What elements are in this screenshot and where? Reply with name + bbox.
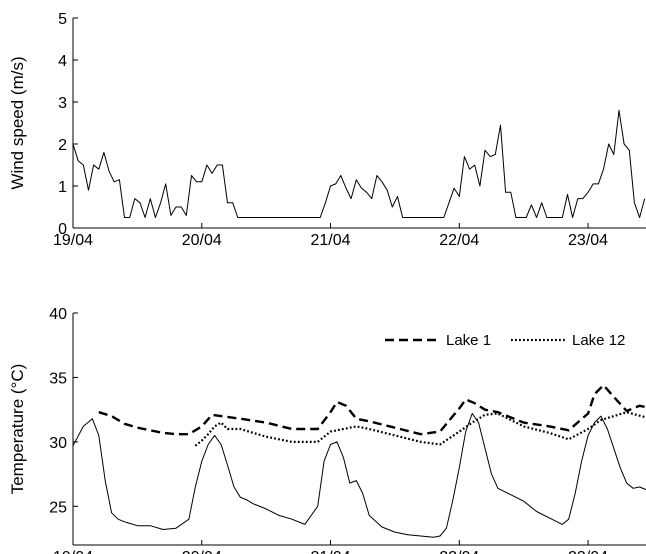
- chart2-x-tick-label: 20/04: [182, 549, 222, 554]
- chart1-y-tick-label: 2: [58, 137, 67, 154]
- chart1-x-tick-label: 21/04: [311, 232, 351, 249]
- chart1-x-tick-label: 20/04: [182, 232, 222, 249]
- chart2-x-tick-label: 21/04: [311, 549, 351, 554]
- chart1-y-tick-label: 0: [58, 221, 67, 238]
- chart2-series-lake-12-line: [194, 411, 646, 447]
- legend-label-1: Lake 1: [446, 332, 491, 349]
- chart1-x-tick-label: 19/04: [53, 232, 93, 249]
- chart2-y-tick-label: 30: [49, 435, 67, 452]
- legend-label-2: Lake 12: [572, 332, 625, 349]
- chart2-y-tick-label: 35: [49, 370, 67, 387]
- chart2-x-tick-label: 22/04: [439, 549, 479, 554]
- chart1-plot: 0 1 2 3 4 5 19/04 20/04 21/04 22/04 23/04 Wind spee…: [8, 11, 646, 249]
- chart1-x-tick-label: 23/04: [568, 232, 608, 249]
- chart2-y-tick-label: 40: [49, 306, 67, 323]
- chart1-y-tick-label: 1: [58, 179, 67, 196]
- chart2-x-tick-label: 23/04: [568, 549, 608, 554]
- chart1-y-tick-label: 3: [58, 95, 67, 112]
- chart1-x-tick-label: 22/04: [439, 232, 479, 249]
- chart1-y-axis-label: Wind speed (m/s): [8, 56, 27, 189]
- chart2-series-lake-1-line: [98, 384, 646, 436]
- chart2-legend: Lake 1 Lake 12: [385, 332, 625, 349]
- chart1-y-tick-label: 5: [58, 11, 67, 28]
- chart2-series-line: [73, 413, 646, 538]
- chart2-plot: 25 30 35 40 19/04 20/04 21/04 22/04 23/04 Tempera…: [8, 306, 646, 554]
- chart2-x-tick-label: 19/04: [53, 549, 93, 554]
- chart2-y-tick-label: 25: [49, 499, 67, 516]
- chart1-y-tick-label: 4: [58, 53, 67, 70]
- chart2-y-axis-label: Temperature (°C): [8, 364, 27, 495]
- chart1-series-line: [73, 109, 646, 218]
